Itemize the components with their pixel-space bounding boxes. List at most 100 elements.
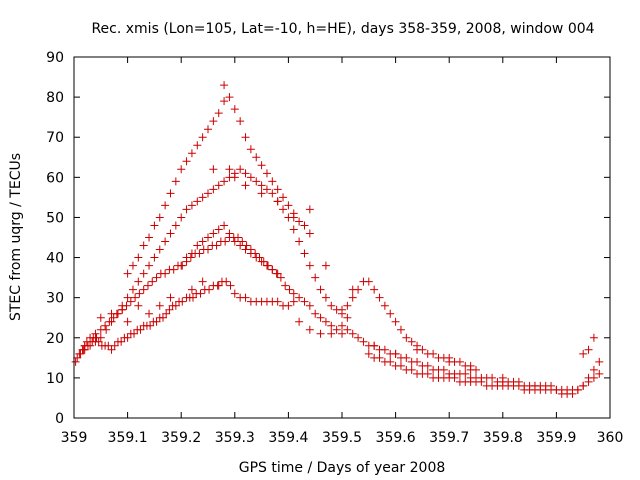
- data-point: [568, 389, 577, 398]
- data-point: [71, 357, 80, 366]
- data-point: [225, 229, 234, 238]
- y-tick-label: 30: [46, 291, 64, 307]
- data-point: [281, 281, 290, 290]
- x-tick-label: 359.4: [268, 430, 308, 446]
- data-point: [91, 337, 100, 346]
- data-point: [204, 233, 212, 242]
- x-axis-ticks: 359 359.1 359.2 359.3 359.4 359.5 359.6 359.7 35…: [61, 57, 624, 446]
- data-point: [595, 369, 604, 378]
- data-point: [238, 237, 247, 246]
- data-point: [209, 165, 218, 174]
- data-point: [295, 317, 304, 326]
- data-point: [166, 229, 175, 238]
- data-point: [396, 361, 405, 370]
- data-point: [589, 333, 598, 342]
- data-point: [354, 333, 363, 342]
- data-point: [241, 133, 250, 142]
- data-point: [391, 349, 400, 358]
- data-point: [279, 205, 288, 214]
- x-tick-label: 359.5: [322, 430, 362, 446]
- data-point: [171, 177, 180, 186]
- data-point: [300, 221, 309, 230]
- data-point: [126, 297, 135, 306]
- data-point: [145, 309, 154, 318]
- data-point: [311, 273, 320, 282]
- data-point: [196, 289, 205, 298]
- data-point: [236, 117, 245, 126]
- data-point: [150, 221, 159, 230]
- data-point: [102, 325, 111, 334]
- data-point: [589, 365, 598, 374]
- y-tick-label: 70: [46, 130, 64, 146]
- data-point: [204, 245, 212, 254]
- data-point: [316, 285, 325, 294]
- data-point: [162, 309, 171, 318]
- data-point: [236, 241, 245, 250]
- data-point: [257, 161, 266, 170]
- x-tick-label: 359.6: [376, 430, 416, 446]
- data-point: [107, 317, 116, 326]
- data-point: [166, 189, 175, 198]
- data-point: [166, 293, 175, 302]
- data-point: [177, 261, 186, 270]
- data-point: [205, 285, 214, 294]
- data-point: [134, 253, 143, 262]
- data-point: [257, 181, 266, 190]
- data-point: [327, 321, 336, 330]
- data-point: [295, 237, 304, 246]
- data-point: [161, 269, 170, 278]
- y-tick-label: 60: [46, 170, 64, 186]
- data-point: [305, 301, 314, 310]
- data-point: [230, 173, 239, 182]
- x-tick-label: 359.1: [108, 430, 148, 446]
- data-point: [279, 193, 288, 202]
- data-point: [182, 157, 191, 166]
- data-point: [321, 293, 330, 302]
- x-tick-label: 359.9: [536, 430, 576, 446]
- data-point: [407, 337, 416, 346]
- data-point: [187, 285, 196, 294]
- data-point: [450, 373, 459, 382]
- data-point: [155, 245, 164, 254]
- data-point: [246, 249, 255, 258]
- data-point: [289, 289, 298, 298]
- x-tick-label: 360: [597, 430, 624, 446]
- data-point: [209, 117, 218, 126]
- data-point: [321, 317, 330, 326]
- data-point: [289, 225, 298, 234]
- data-point: [364, 277, 373, 286]
- data-point: [128, 261, 137, 270]
- data-point: [171, 221, 180, 230]
- data-point: [380, 301, 389, 310]
- data-point: [158, 313, 167, 322]
- data-point: [128, 285, 137, 294]
- data-point: [343, 313, 352, 322]
- y-tick-label: 90: [46, 50, 64, 66]
- data-point: [182, 205, 191, 214]
- data-point: [146, 321, 155, 330]
- data-point: [413, 357, 422, 366]
- data-point: [177, 165, 186, 174]
- data-point: [295, 217, 304, 226]
- plot-frame: [73, 56, 611, 419]
- data-point: [305, 229, 314, 238]
- data-point: [145, 233, 154, 242]
- data-point: [109, 313, 118, 322]
- data-point: [241, 169, 250, 178]
- data-point: [225, 93, 234, 102]
- data-point: [204, 189, 212, 198]
- data-points: [71, 81, 604, 398]
- data-point: [466, 365, 475, 374]
- data-point: [284, 201, 293, 210]
- data-point: [241, 293, 250, 302]
- y-tick-label: 50: [46, 210, 64, 226]
- data-point: [212, 241, 221, 250]
- data-point: [429, 349, 438, 358]
- data-point: [252, 153, 261, 162]
- data-point: [221, 237, 230, 246]
- data-point: [230, 289, 239, 298]
- data-point: [246, 145, 255, 154]
- data-point: [225, 165, 234, 174]
- data-point: [552, 385, 561, 394]
- data-point: [155, 213, 164, 222]
